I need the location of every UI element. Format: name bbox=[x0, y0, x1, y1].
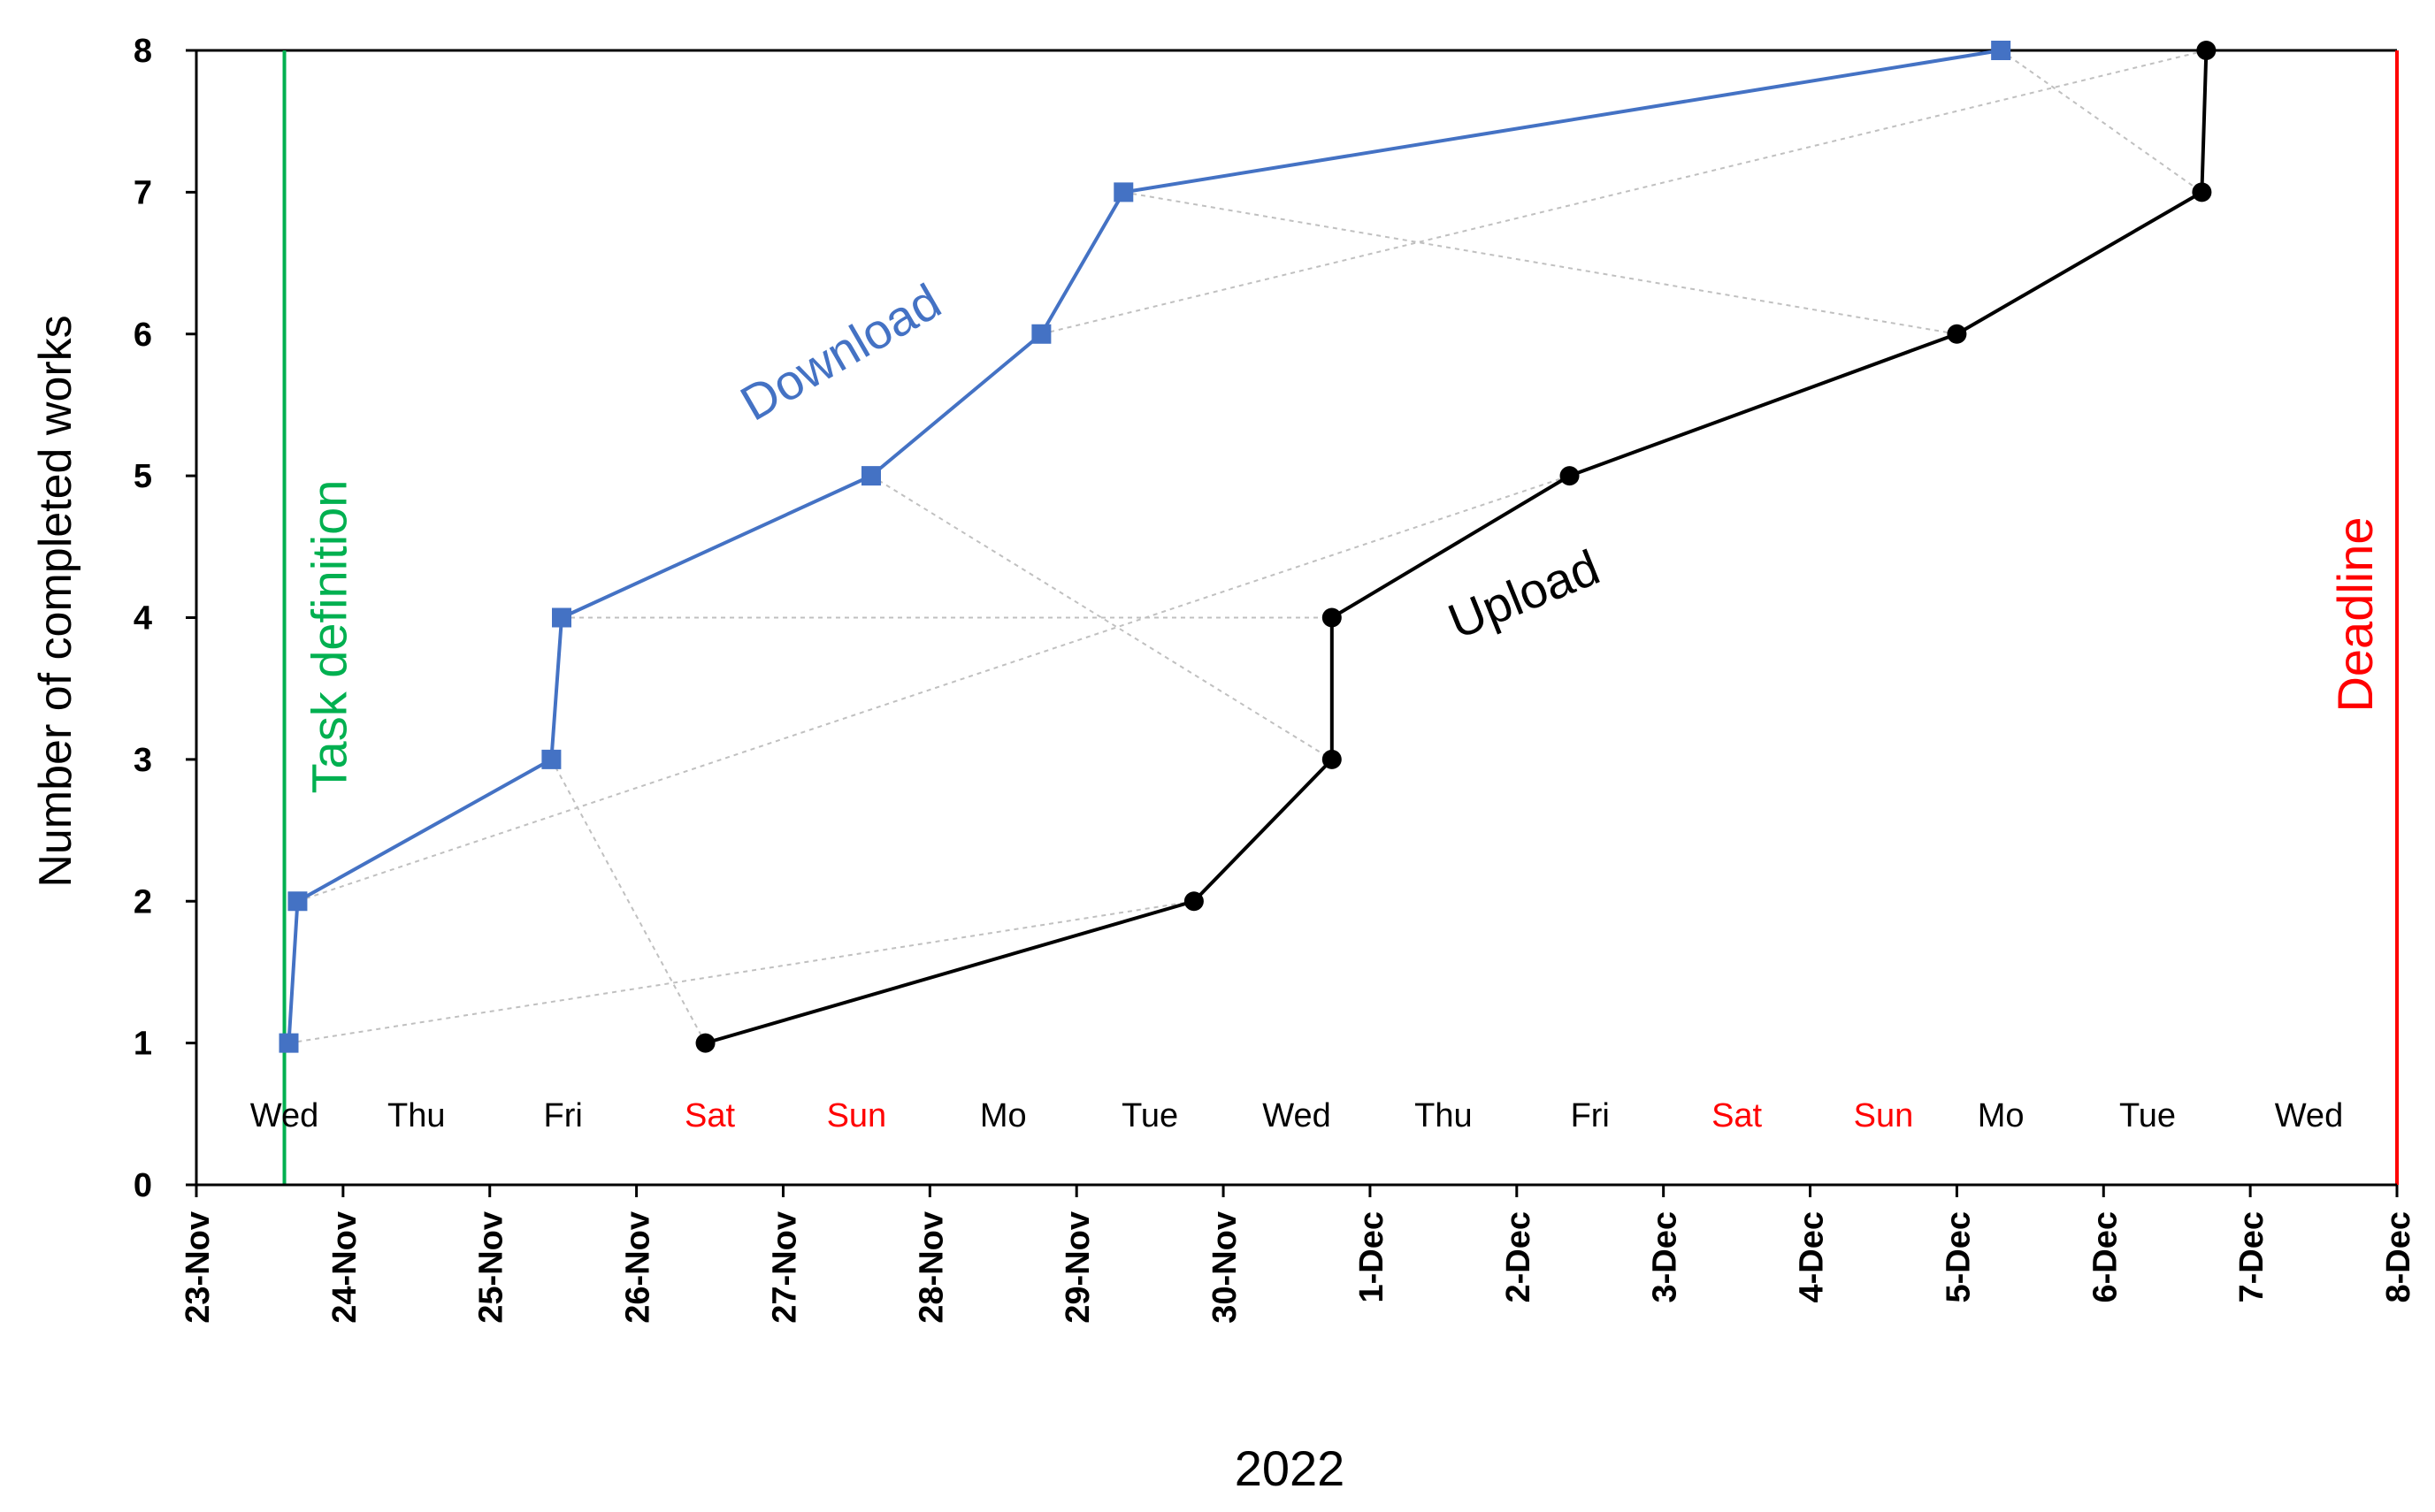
x-tick-label-3: 25-Nov bbox=[473, 1211, 510, 1324]
vertical-lines: Task definition Deadline bbox=[282, 50, 2399, 1185]
x-tick-label-16: 8-Dec bbox=[2380, 1211, 2417, 1303]
connector-arrow-7 bbox=[1123, 191, 1958, 338]
x-tick-label-6: 28-Nov bbox=[913, 1211, 950, 1324]
weekday-label-2: Thu bbox=[387, 1097, 445, 1134]
connector-arrow-2 bbox=[297, 474, 1571, 903]
task-definition-label: Task definition bbox=[302, 480, 357, 794]
upload-point-5 bbox=[1559, 466, 1580, 486]
connector-arrow-1 bbox=[288, 897, 1195, 1044]
weekday-label-6: Mo bbox=[980, 1097, 1027, 1134]
y-tick-label-7: 7 bbox=[134, 174, 152, 211]
x-tick-label-1: 23-Nov bbox=[180, 1211, 217, 1324]
y-tick-label-6: 6 bbox=[134, 317, 152, 354]
x-tick-label-14: 6-Dec bbox=[2087, 1211, 2124, 1303]
upload-point-6 bbox=[1947, 324, 1967, 344]
x-tick-label-11: 3-Dec bbox=[1647, 1211, 1684, 1303]
x-tick-label-13: 5-Dec bbox=[1940, 1211, 1977, 1303]
series-layer bbox=[279, 41, 2217, 1053]
weekday-label-3: Fri bbox=[544, 1097, 583, 1134]
y-tick-label-1: 1 bbox=[134, 1026, 152, 1063]
x-tick-label-8: 30-Nov bbox=[1206, 1211, 1244, 1324]
download-point-2 bbox=[287, 891, 308, 912]
deadline-label: Deadline bbox=[2327, 516, 2383, 712]
upload-point-8 bbox=[2196, 41, 2217, 60]
upload-point-7 bbox=[2192, 182, 2212, 202]
weekday-label-10: Fri bbox=[1571, 1097, 1610, 1134]
download-point-1 bbox=[279, 1033, 299, 1053]
upload-point-4 bbox=[1321, 607, 1342, 628]
download-point-6 bbox=[1031, 324, 1052, 344]
weekday-label-9: Thu bbox=[1414, 1097, 1472, 1134]
x-tick-label-2: 24-Nov bbox=[326, 1211, 364, 1324]
y-tick-label-4: 4 bbox=[134, 600, 152, 638]
x-tick-label-9: 1-Dec bbox=[1353, 1211, 1390, 1303]
x-tick-label-5: 27-Nov bbox=[766, 1211, 803, 1324]
weekday-label-4: Sat bbox=[685, 1097, 735, 1134]
series-line-download bbox=[287, 49, 2002, 1043]
download-point-3 bbox=[541, 749, 562, 769]
download-point-4 bbox=[552, 607, 572, 628]
weekday-label-14: Tue bbox=[2119, 1097, 2176, 1134]
axes-layer: 0 1 2 3 4 5 6 7 8 23-Nov 24-Nov 25-Nov 26-Nov 27-Nov 2… bbox=[134, 33, 2417, 1324]
labels-layer: Wed Thu Fri Sat Sun Mo Tue Wed Thu Fri Sat Sun Mo Tue… bbox=[30, 273, 2343, 1496]
x-axis-title: 2022 bbox=[1235, 1440, 1345, 1496]
weekday-label-7: Tue bbox=[1122, 1097, 1178, 1134]
weekday-label-15: Wed bbox=[2275, 1097, 2343, 1134]
weekday-label-11: Sat bbox=[1711, 1097, 1762, 1134]
connector-arrows bbox=[288, 48, 2208, 1044]
y-tick-label-2: 2 bbox=[134, 883, 152, 920]
upload-point-3 bbox=[1321, 749, 1342, 769]
weekday-label-1: Wed bbox=[250, 1097, 318, 1134]
x-tick-label-10: 2-Dec bbox=[1500, 1211, 1537, 1303]
weekday-label-5: Sun bbox=[827, 1097, 887, 1134]
connector-arrow-8 bbox=[2000, 50, 2203, 194]
download-point-5 bbox=[861, 466, 881, 486]
x-tick-label-12: 4-Dec bbox=[1794, 1211, 1831, 1303]
download-point-7 bbox=[1114, 182, 1134, 202]
weekday-label-8: Wed bbox=[1262, 1097, 1330, 1134]
y-axis-title: Number of completed works bbox=[30, 315, 81, 887]
download-annotation: Download bbox=[731, 273, 950, 431]
y-tick-label-8: 8 bbox=[134, 33, 152, 70]
y-tick-label-0: 0 bbox=[134, 1167, 152, 1204]
x-tick-label-15: 7-Dec bbox=[2233, 1211, 2270, 1303]
x-tick-label-4: 26-Nov bbox=[620, 1211, 657, 1324]
series-line-upload bbox=[704, 50, 2209, 1045]
y-tick-label-5: 5 bbox=[134, 458, 152, 495]
upload-annotation: Upload bbox=[1441, 538, 1607, 649]
weekday-label-12: Sun bbox=[1854, 1097, 1914, 1134]
weekday-label-13: Mo bbox=[1978, 1097, 2025, 1134]
upload-point-2 bbox=[1183, 891, 1204, 912]
connector-arrow-3 bbox=[550, 759, 707, 1044]
x-tick-label-7: 29-Nov bbox=[1060, 1211, 1097, 1324]
upload-point-1 bbox=[695, 1033, 716, 1053]
download-point-8 bbox=[1991, 41, 2011, 60]
connector-arrow-5 bbox=[870, 475, 1333, 760]
y-tick-label-3: 3 bbox=[134, 742, 152, 779]
